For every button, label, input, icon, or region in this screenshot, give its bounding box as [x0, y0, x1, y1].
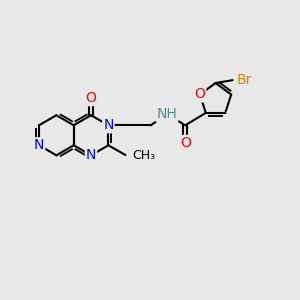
Text: NH: NH: [157, 107, 177, 121]
Text: O: O: [180, 136, 191, 150]
Text: N: N: [103, 118, 114, 132]
Text: N: N: [34, 138, 44, 152]
Text: O: O: [85, 91, 97, 105]
Text: Br: Br: [237, 73, 252, 87]
Text: O: O: [194, 88, 205, 101]
Text: N: N: [86, 148, 96, 162]
Text: CH₃: CH₃: [132, 148, 155, 161]
